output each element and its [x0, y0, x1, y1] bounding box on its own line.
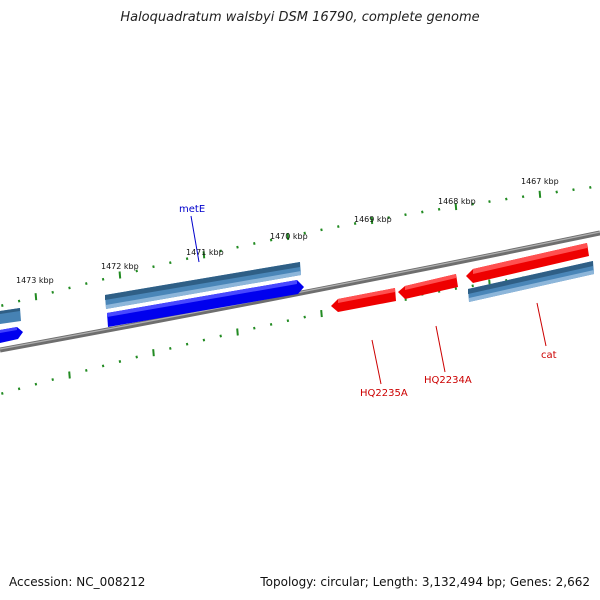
outer-ring-minor-tick — [269, 238, 273, 242]
leader-line-HQ2235A — [371, 339, 382, 385]
outer-ring-minor-tick — [152, 265, 155, 269]
gene-label-HQ2235A[interactable]: HQ2235A — [360, 388, 408, 399]
genome-backbone — [0, 230, 600, 353]
outer-ring-minor-tick — [555, 190, 558, 194]
inner-ring-minor-tick — [286, 319, 290, 323]
scale-label-1467: 1467 kbp — [521, 177, 559, 186]
outer-ring-minor-tick — [135, 269, 138, 273]
inner-ring-minor-tick — [1, 391, 4, 395]
outer-ring-major-tick — [538, 190, 542, 198]
inner-ring-major-tick — [320, 310, 323, 318]
outer-ring-minor-tick — [169, 261, 172, 265]
gene-label-HQ2234A[interactable]: HQ2234A — [424, 375, 472, 386]
inner-ring-minor-tick — [118, 360, 122, 363]
gene-arrow-HQ2234A[interactable] — [398, 274, 458, 299]
inner-ring-minor-tick — [219, 334, 222, 338]
outer-ring-minor-tick — [589, 185, 592, 189]
gene-label-metE[interactable]: metE — [179, 204, 205, 215]
outer-ring-major-tick — [34, 293, 38, 301]
gene-arrow-cat[interactable] — [466, 243, 589, 283]
inner-ring-minor-tick — [51, 378, 54, 382]
outer-ring-minor-tick — [387, 216, 390, 220]
outer-ring-minor-tick — [505, 197, 508, 201]
leader-line-HQ2234A — [435, 325, 446, 373]
genome-summary-text: Topology: circular; Length: 3,132,494 bp… — [260, 575, 590, 589]
outer-ring-minor-tick — [1, 304, 4, 307]
outer-ring-major-tick — [286, 232, 290, 241]
outer-ring-major-tick — [370, 216, 374, 225]
outer-ring-minor-tick — [85, 282, 88, 286]
inner-ring-minor-tick — [269, 322, 273, 326]
cds-bar-cat[interactable] — [468, 261, 594, 302]
inner-ring-minor-tick — [202, 338, 206, 342]
outer-ring-major-tick — [454, 203, 458, 211]
outer-ring-minor-tick — [253, 242, 256, 245]
scale-label-1470: 1470 kbp — [270, 232, 308, 241]
inner-ring-minor-tick — [253, 326, 256, 330]
inner-ring-minor-tick — [101, 364, 105, 368]
outer-ring-minor-tick — [185, 257, 189, 261]
leader-line-metE — [190, 215, 200, 263]
outer-tick-ring — [1, 185, 592, 307]
outer-ring-minor-tick — [353, 222, 357, 225]
map-title: Haloquadratum walsbyi DSM 16790, complet… — [120, 10, 480, 25]
outer-ring-minor-tick — [488, 200, 491, 204]
outer-ring-minor-tick — [68, 286, 71, 290]
outer-ring-minor-tick — [404, 213, 407, 217]
inner-ring-minor-tick — [169, 346, 172, 350]
inner-ring-minor-tick — [303, 315, 306, 319]
inner-ring-minor-tick — [85, 368, 88, 372]
cds-bar-metE[interactable] — [105, 262, 301, 309]
outer-ring-minor-tick — [219, 249, 222, 253]
inner-ring-major-tick — [152, 349, 155, 357]
outer-ring-minor-tick — [303, 231, 306, 235]
inner-ring-minor-tick — [454, 287, 458, 291]
outer-ring-minor-tick — [437, 207, 441, 211]
outer-ring-minor-tick — [101, 277, 105, 281]
outer-ring-minor-tick — [51, 290, 54, 294]
inner-ring-minor-tick — [471, 284, 474, 288]
outer-ring-minor-tick — [337, 225, 340, 229]
inner-ring-minor-tick — [185, 342, 189, 346]
gene-label-cat[interactable]: cat — [541, 350, 557, 361]
scale-label-1469: 1469 kbp — [354, 215, 392, 224]
scale-label-1472: 1472 kbp — [101, 262, 139, 271]
accession-text: Accession: NC_008212 — [9, 575, 146, 589]
outer-ring-minor-tick — [320, 228, 323, 232]
scale-label-1473: 1473 kbp — [16, 276, 54, 285]
gene-arrow-left[interactable] — [0, 327, 23, 343]
outer-ring-minor-tick — [421, 210, 424, 214]
outer-ring-minor-tick — [17, 299, 21, 303]
gene-arrow-metE[interactable] — [107, 280, 304, 327]
scale-label-1471: 1471 kbp — [186, 248, 224, 257]
leader-line-cat — [536, 302, 547, 347]
outer-ring-minor-tick — [236, 245, 239, 249]
cds-bar-left[interactable] — [0, 308, 21, 324]
inner-ring-major-tick — [68, 371, 71, 379]
outer-ring-major-tick — [202, 251, 206, 259]
inner-ring-major-tick — [236, 328, 239, 336]
outer-ring-minor-tick — [572, 188, 575, 192]
genome-backbone-highlight — [0, 231, 600, 350]
outer-ring-major-tick — [118, 271, 122, 279]
scale-label-1468: 1468 kbp — [438, 197, 476, 206]
inner-ring-minor-tick — [34, 382, 38, 386]
outer-ring-minor-tick — [521, 195, 525, 199]
inner-ring-minor-tick — [17, 387, 21, 391]
outer-ring-minor-tick — [471, 202, 474, 206]
gene-arrow-HQ2235A[interactable] — [331, 288, 396, 312]
inner-ring-minor-tick — [135, 355, 138, 359]
